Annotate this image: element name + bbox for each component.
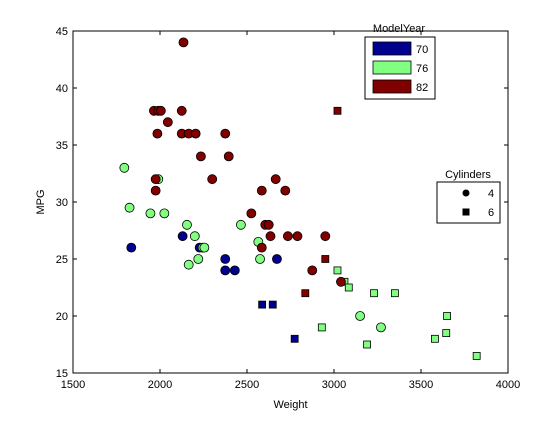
legend-label: 4 (488, 188, 494, 200)
data-point-circle (178, 37, 189, 48)
data-point-circle (177, 231, 188, 242)
data-point-circle (236, 219, 246, 230)
data-point-square (363, 340, 371, 349)
legend-label: 6 (488, 207, 494, 219)
data-point-circle (126, 242, 137, 253)
y-tick-label: 20 (56, 311, 68, 323)
cylinders-legend-entries: 46 (462, 188, 494, 219)
data-point-square (258, 300, 267, 309)
data-point-circle (220, 254, 231, 264)
data-point-circle (220, 128, 231, 139)
data-point-square (431, 334, 439, 343)
data-point-circle (270, 174, 281, 185)
data-point-square (443, 312, 452, 320)
data-point-circle (195, 151, 206, 162)
ticks-layer: 1500 2000 2500 3000 3500 4000 15 20 25 30 35 40 45 (56, 26, 520, 391)
x-tick-label: 1500 (61, 379, 85, 391)
data-point-circle (256, 242, 267, 253)
data-point-circle (189, 231, 200, 242)
data-point-circle (207, 174, 218, 185)
cylinders-legend-box (436, 181, 501, 224)
data-point-square (268, 300, 277, 309)
legend-label: 76 (416, 63, 428, 75)
data-point-circle (229, 265, 240, 276)
data-point-circle (152, 128, 163, 139)
data-point-circle (155, 105, 166, 116)
model-year-legend: ModelYear 70 76 82 (364, 23, 436, 100)
data-point-circle (265, 231, 276, 242)
y-tick-label: 15 (56, 368, 68, 380)
data-point-square (370, 289, 378, 298)
data-point-square (301, 289, 310, 298)
x-tick-label: 4000 (496, 379, 520, 391)
y-tick-label: 45 (56, 26, 68, 38)
data-point-circle (320, 231, 331, 242)
data-point-circle (376, 322, 386, 333)
data-point-circle (145, 208, 156, 219)
data-point-circle (150, 185, 161, 196)
data-point-circle (263, 219, 274, 230)
y-tick-label: 30 (56, 197, 68, 209)
data-point-circle (176, 105, 187, 116)
data-point-circle (119, 162, 130, 173)
data-point-square (442, 329, 451, 338)
y-axis-label: MPG (35, 189, 47, 214)
y-tick-label: 40 (56, 83, 68, 95)
legend-swatch (372, 60, 412, 75)
data-point-square (390, 289, 399, 298)
data-point-circle (246, 208, 257, 219)
y-tick-label: 35 (56, 140, 68, 152)
data-point-circle (280, 185, 291, 196)
legend-label: 70 (416, 44, 428, 56)
model-year-legend-title: ModelYear (373, 23, 426, 35)
cylinders-legend: Cylinders 46 (436, 169, 501, 224)
data-point-circle (150, 174, 161, 185)
data-point-square (333, 266, 342, 275)
legend-marker-circle (462, 189, 470, 197)
x-tick-label: 3500 (409, 379, 433, 391)
data-point-circle (292, 231, 303, 242)
data-point-square (290, 334, 299, 343)
cylinders-legend-title: Cylinders (445, 169, 491, 181)
data-point-circle (190, 128, 201, 139)
data-point-circle (182, 219, 192, 230)
data-point-circle (282, 231, 293, 242)
data-point-square (321, 255, 330, 263)
data-point-circle (336, 276, 346, 287)
y-tick-label: 25 (56, 254, 68, 266)
data-point-circle (272, 254, 282, 264)
x-tick-label: 2500 (235, 379, 259, 391)
data-point-square (472, 351, 481, 360)
legend-swatch (372, 41, 412, 56)
data-point-circle (307, 265, 318, 276)
data-point-square (333, 106, 342, 115)
data-point-circle (223, 151, 234, 162)
data-point-circle (193, 254, 204, 264)
x-tick-label: 2000 (148, 379, 172, 391)
x-axis-label: Weight (273, 399, 307, 411)
legend-label: 82 (416, 82, 428, 94)
data-point-circle (199, 242, 210, 253)
data-point-circle (355, 311, 366, 321)
data-point-circle (162, 117, 173, 128)
data-point-circle (183, 259, 194, 270)
data-point-circle (124, 202, 135, 213)
data-point-square (344, 283, 353, 292)
data-point-square (317, 323, 326, 332)
points-layer (119, 37, 481, 360)
data-point-circle (255, 254, 265, 264)
data-point-circle (159, 208, 170, 219)
model-year-legend-entries: 70 76 82 (372, 41, 428, 94)
data-point-circle (220, 265, 231, 276)
data-point-circle (256, 185, 267, 196)
x-tick-label: 3000 (322, 379, 346, 391)
legend-marker-square (462, 208, 470, 216)
legend-swatch (372, 79, 412, 94)
